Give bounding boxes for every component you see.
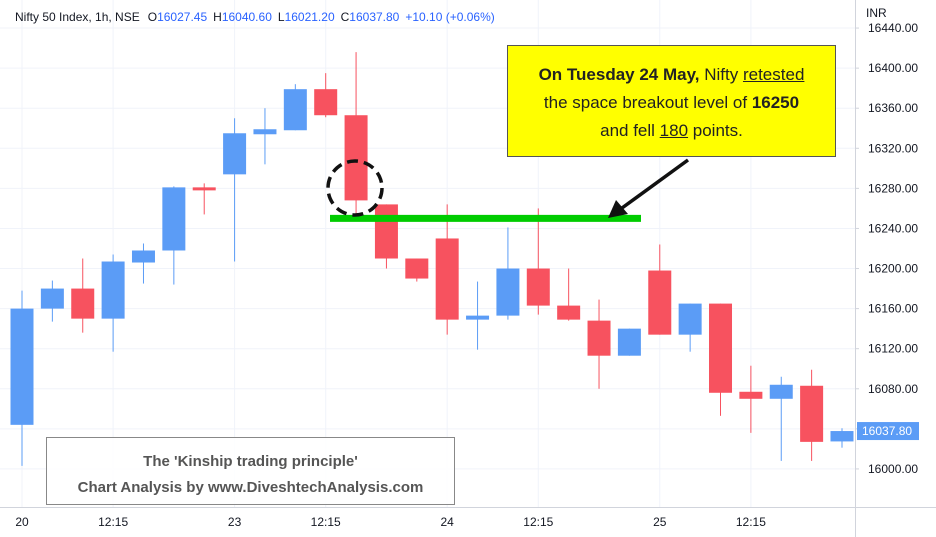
- annotation-text: and fell: [600, 121, 660, 140]
- annotation-text: On Tuesday 24 May,: [538, 65, 700, 84]
- y-tick-label: 16400.00: [868, 61, 918, 75]
- candle-body: [405, 258, 429, 279]
- candle-body: [587, 320, 611, 356]
- ohlc-value: 16037.80: [349, 10, 399, 24]
- x-tick-label: 12:15: [523, 515, 553, 529]
- y-tick-label: 16160.00: [868, 302, 918, 316]
- candle-body: [830, 431, 854, 442]
- last-price-box: [857, 422, 919, 441]
- arrow-head: [608, 200, 628, 218]
- symbol: Nifty 50 Index, 1h, NSE: [15, 10, 140, 24]
- ohlc-value: 16040.60: [222, 10, 272, 24]
- candle-body: [617, 328, 641, 356]
- candle-body: [344, 115, 368, 201]
- candle-body: [496, 268, 520, 316]
- y-tick-label: 16440.00: [868, 21, 918, 35]
- y-tick-label: 16320.00: [868, 141, 918, 155]
- candle-body: [435, 238, 459, 320]
- watermark-line: The 'Kinship trading principle': [143, 453, 358, 470]
- highlight-circle: [326, 159, 384, 217]
- annotation-text: Nifty: [699, 65, 743, 84]
- x-tick-label: 24: [441, 515, 455, 529]
- candle-body: [131, 250, 155, 263]
- candle-body: [678, 303, 702, 335]
- annotation-text: retested: [742, 65, 805, 84]
- y-tick-label: 16200.00: [868, 262, 918, 276]
- candle-body: [192, 187, 216, 191]
- x-tick-label: 12:15: [98, 515, 128, 529]
- candle-body: [648, 270, 672, 335]
- y-tick-label: 16080.00: [868, 382, 918, 396]
- annotation-line: On Tuesday 24 May, Nifty retested: [508, 61, 835, 89]
- candle-body: [739, 391, 763, 399]
- y-tick-label: 16280.00: [868, 181, 918, 195]
- currency: INR: [866, 6, 887, 20]
- ohlc-label: C: [341, 10, 350, 24]
- annotation: On Tuesday 24 May, Nifty retested the sp…: [507, 45, 836, 157]
- candle-body: [800, 385, 824, 442]
- ohlc-value: 16027.45: [157, 10, 207, 24]
- annotation-text: 16250: [751, 93, 800, 112]
- candle-body: [314, 89, 338, 116]
- candle-body: [101, 261, 125, 319]
- x-tick-label: 23: [228, 515, 242, 529]
- ohlc-label: H: [213, 10, 222, 24]
- candle-body: [526, 268, 550, 306]
- change: +10.10 (+0.06%): [405, 10, 494, 24]
- ohlc-label: O: [148, 10, 157, 24]
- candle-body: [769, 384, 793, 399]
- candle-body: [374, 204, 398, 259]
- annotation-text: points.: [688, 121, 743, 140]
- watermark-line: Chart Analysis by www.DiveshtechAnalysis…: [77, 479, 424, 496]
- annotation-line: the space breakout level of 16250: [508, 89, 835, 117]
- x-tick-label: 12:15: [736, 515, 766, 529]
- x-tick-label: 12:15: [311, 515, 341, 529]
- annotation-line: and fell 180 points.: [508, 117, 835, 145]
- annotation-text: 180: [659, 121, 689, 140]
- candle-body: [709, 303, 733, 393]
- candle-body: [466, 315, 490, 320]
- y-tick-label: 16120.00: [868, 342, 918, 356]
- x-tick-label: 25: [653, 515, 667, 529]
- candle-body: [71, 288, 95, 319]
- last-price-label: 16037.80: [862, 424, 912, 438]
- watermark: The 'Kinship trading principle' Chart An…: [46, 437, 455, 505]
- chart-header: Nifty 50 Index, 1h, NSE O16027.45 H16040.6…: [15, 10, 495, 24]
- y-tick-label: 16240.00: [868, 221, 918, 235]
- annotation-text: the space breakout level of: [543, 93, 752, 112]
- y-tick-label: 16000.00: [868, 462, 918, 476]
- candle-body: [10, 308, 34, 425]
- x-tick-label: 20: [15, 515, 29, 529]
- arrow: [620, 158, 690, 210]
- y-tick-label: 16360.00: [868, 101, 918, 115]
- candle-body: [557, 305, 581, 320]
- candle-body: [253, 129, 277, 135]
- candle-body: [162, 187, 186, 251]
- candle-body: [40, 288, 64, 309]
- ohlc-value: 16021.20: [285, 10, 335, 24]
- candle-body: [283, 89, 307, 131]
- candle-body: [223, 133, 247, 175]
- ohlc-label: L: [278, 10, 285, 24]
